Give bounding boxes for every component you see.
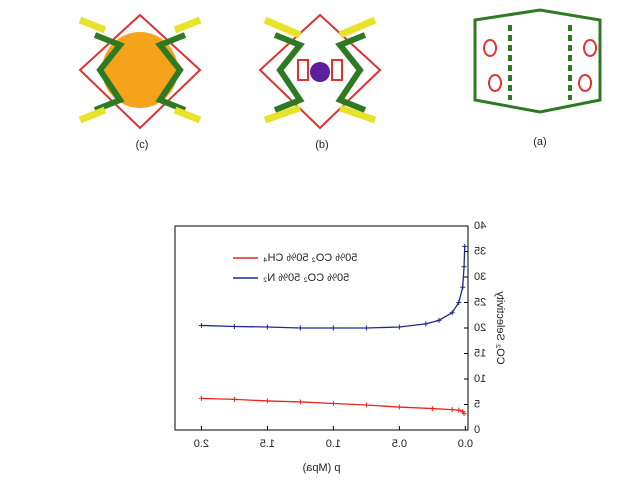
y-tick-label: 40 bbox=[474, 220, 486, 232]
data-point bbox=[363, 325, 369, 331]
y-tick-label: 5 bbox=[474, 398, 480, 410]
panel-label: (a) bbox=[533, 136, 546, 148]
series-line bbox=[201, 397, 465, 415]
data-point bbox=[436, 317, 442, 323]
data-point bbox=[396, 404, 402, 410]
data-point bbox=[198, 322, 204, 328]
data-point bbox=[264, 324, 270, 330]
legend-label: 50% CO₂ 50% N₂ bbox=[263, 272, 349, 284]
structure-c bbox=[62, 5, 222, 135]
x-tick-label: 1.5 bbox=[260, 438, 275, 450]
data-point bbox=[297, 399, 303, 405]
data-point bbox=[449, 407, 455, 413]
data-point bbox=[231, 396, 237, 402]
data-point bbox=[456, 300, 462, 305]
y-tick-label: 25 bbox=[474, 296, 486, 308]
data-point bbox=[231, 323, 237, 329]
legend-label: 50% CO₂ 50% CH₄ bbox=[263, 252, 358, 264]
data-point bbox=[423, 321, 429, 327]
data-point bbox=[363, 402, 369, 408]
series-line bbox=[201, 246, 466, 329]
data-point bbox=[449, 310, 455, 316]
x-tick-label: 1.0 bbox=[326, 438, 341, 450]
x-tick-label: 0.0 bbox=[458, 438, 473, 450]
data-point bbox=[456, 407, 462, 413]
data-point bbox=[460, 409, 466, 415]
data-point bbox=[396, 324, 402, 330]
data-point bbox=[461, 264, 467, 270]
data-point bbox=[330, 325, 336, 331]
structure-b bbox=[258, 13, 382, 130]
y-tick-label: 35 bbox=[474, 245, 486, 257]
y-axis-label: CO₂ Selectivity bbox=[494, 291, 506, 365]
data-point bbox=[462, 243, 468, 249]
y-tick-label: 0 bbox=[474, 424, 480, 436]
x-tick-label: 0.5 bbox=[392, 438, 407, 450]
data-point bbox=[330, 400, 336, 406]
x-tick-label: 2.0 bbox=[194, 438, 209, 450]
y-tick-label: 10 bbox=[474, 373, 486, 385]
data-point bbox=[297, 325, 303, 331]
data-point bbox=[264, 398, 270, 404]
structure-a bbox=[473, 8, 602, 114]
x-axis-label: p (Mpa) bbox=[303, 462, 341, 474]
panel-label: (b) bbox=[315, 139, 328, 151]
chart: 0 5 10 15 20 25 30 35 40 0.0 0.5 1.0 1.5 2.0 p (Mpa) CO… bbox=[174, 220, 506, 474]
data-point bbox=[429, 406, 435, 412]
data-point bbox=[198, 395, 204, 401]
y-tick-label: 20 bbox=[474, 322, 486, 334]
panel-label: (c) bbox=[136, 139, 149, 151]
y-tick-label: 15 bbox=[474, 347, 486, 359]
y-tick-label: 30 bbox=[474, 271, 486, 283]
data-point bbox=[460, 284, 466, 290]
